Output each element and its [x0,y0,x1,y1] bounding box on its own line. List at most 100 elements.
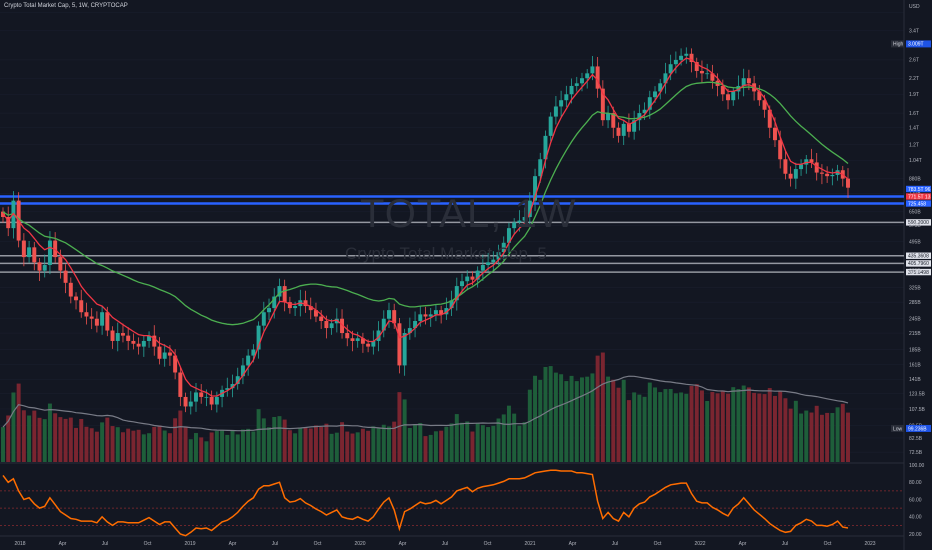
candle-body [287,302,292,309]
candle-body [178,372,183,397]
price-axis-tick: 3.4T [909,28,919,34]
candle-body [418,314,423,321]
volume-bar [387,426,391,462]
candle-body [632,120,637,132]
volume-bar [214,431,219,462]
volume-bar [74,427,79,462]
candle-body [606,113,611,121]
candle-body [778,140,783,160]
candle-body [621,123,626,136]
volume-bar [804,410,809,462]
time-axis-tick: Oct [654,541,662,547]
candle-body [658,83,663,92]
candle-body [846,178,850,188]
candle-body [188,401,193,407]
volume-bar [433,431,438,462]
candle-body [616,127,621,136]
price-axis-tick: 1.6T [909,111,919,117]
candle-body [480,265,485,271]
time-axis-tick: 2021 [524,541,535,547]
candle-body [105,312,110,331]
candle-body [267,308,272,313]
candle-body [564,94,569,101]
candle-body [407,328,412,334]
price-axis-unit: USD [909,4,920,10]
volume-bar [757,393,762,462]
volume-bar [110,426,115,462]
volume-bar [626,400,631,462]
candle-body [506,228,511,243]
candle-body [251,349,256,356]
candle-body [741,78,746,86]
volume-bar [27,415,32,462]
candle-body [814,162,819,173]
candle-body [423,314,428,317]
rsi-axis-tick: 20.00 [909,532,922,538]
price-axis-tick: 123.5B [909,392,926,398]
high-tag-bg [891,40,904,48]
candle-body [162,352,167,359]
volume-bar [105,417,110,462]
time-axis-tick: Oct [144,541,152,547]
time-axis-tick: Oct [484,541,492,547]
volume-bar [350,433,355,462]
price-axis-tick: 2.6T [909,58,919,64]
candle-body [637,113,642,121]
volume-bar [491,425,496,462]
volume-bar [621,379,626,462]
volume-bar [496,418,501,462]
candle-body [340,318,345,334]
candle-body [334,318,339,324]
candle-body [569,85,574,95]
volume-bar [115,427,120,462]
volume-bar [167,433,172,462]
high-value-bg [906,40,931,48]
candle-body [809,159,814,163]
candle-body [136,343,141,347]
volume-bar [407,428,412,462]
volume-bar [600,352,605,462]
time-axis-tick: Apr [59,541,67,547]
volume-bar [569,375,574,462]
volume-bar [21,410,26,462]
candle-body [428,314,433,317]
volume-bar [606,376,611,462]
candle-body [360,338,365,344]
candle-body [736,85,741,92]
time-axis-tick: 2022 [694,541,705,547]
volume-bar [402,399,407,462]
volume-bar [720,390,725,462]
candle-body [387,310,391,319]
candle-body [246,355,251,366]
candle-body [47,240,52,266]
candle-body [444,308,449,315]
candle-body [366,343,371,347]
volume-bar [579,377,584,462]
candle-body [772,127,777,141]
candle-body [611,113,616,128]
candle-body [819,172,824,174]
volume-bar [68,417,73,462]
price-label-bg [906,200,931,207]
candle-body [413,320,418,329]
price-axis-tick: 161B [909,363,921,369]
volume-bar [32,410,37,462]
volume-bar [204,441,209,462]
candle-body [486,262,491,266]
time-axis-tick: Oct [314,541,322,547]
candle-body [68,282,73,297]
price-label: 783.5T 96 [908,187,931,193]
volume-bar [590,373,595,462]
candle-body [152,335,157,347]
candle-body [595,66,600,89]
candle-body [100,312,105,326]
ema-fast-line [2,57,849,397]
volume-bar [647,382,652,462]
time-axis-tick: Apr [229,541,237,547]
volume-bar [47,403,52,462]
level-label-bg [906,260,931,267]
volume-ma-line [2,375,849,432]
volume-bar [819,414,824,462]
volume-bar [1,427,5,462]
